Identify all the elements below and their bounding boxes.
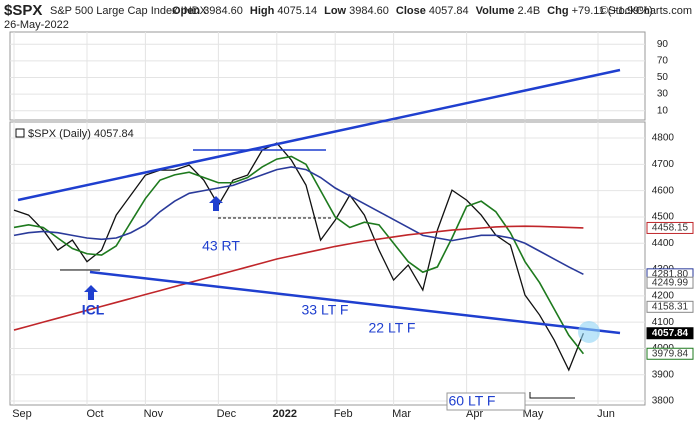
y-tick-label: 30 xyxy=(657,89,669,100)
stat-value: 3984.60 xyxy=(349,5,389,17)
stats: Open 3984.60 High 4075.14 Low 3984.60 Close 405… xyxy=(172,5,653,17)
stat-label: Close xyxy=(396,5,426,17)
y-tick-label: 4800 xyxy=(652,133,675,144)
price-label-box xyxy=(646,221,694,234)
price-label-box xyxy=(646,347,694,360)
legend-swatch xyxy=(15,128,25,138)
price-panel xyxy=(9,121,646,406)
x-tick-label: 2022 xyxy=(273,408,297,420)
annotation: 22 LT F xyxy=(369,320,416,336)
highlight xyxy=(578,321,600,343)
x-tick-label: May xyxy=(523,408,544,420)
price-label-box xyxy=(646,300,694,313)
y-tick-label: 4200 xyxy=(652,290,675,301)
y-tick-label: 4400 xyxy=(652,238,675,249)
indicator-panel xyxy=(9,31,646,121)
annotation: 33 LT F xyxy=(302,302,349,318)
y-tick-label: 50 xyxy=(657,72,669,83)
price-label-box xyxy=(646,276,694,289)
annotation: ICL xyxy=(82,302,105,318)
stat-value: 3984.60 xyxy=(203,5,243,17)
y-tick-label: 3900 xyxy=(652,369,675,380)
icl-arrow xyxy=(84,285,98,300)
upper-trendline xyxy=(17,68,621,202)
series-line xyxy=(13,142,585,372)
y-tick-label: 4600 xyxy=(652,185,675,196)
x-tick-label: Sep xyxy=(12,408,32,420)
price-label: 4057.84 xyxy=(652,328,689,339)
stat-label: Chg xyxy=(547,5,568,17)
stat-value: +79.11 (+1.99%) xyxy=(572,5,653,17)
stat-label: Open xyxy=(172,5,200,17)
annotation: 60 LT F xyxy=(449,393,496,409)
y-tick-label: 10 xyxy=(657,105,669,116)
x-tick-label: Mar xyxy=(392,408,411,420)
source: ©StockCharts.com xyxy=(600,5,692,17)
price-label-box xyxy=(646,327,694,340)
annotations: ICL 43 RT 33 LT F 22 LT F 60 LT F xyxy=(82,238,496,409)
y-tick-label: 4100 xyxy=(652,317,675,328)
stat-value: 2.4B xyxy=(518,5,541,17)
price-label: 3979.84 xyxy=(652,348,689,359)
stat-value: 4057.84 xyxy=(429,5,469,17)
y-tick-label: 3800 xyxy=(652,396,675,407)
date: 26-May-2022 xyxy=(4,19,69,31)
rt-arrow xyxy=(209,196,223,211)
price-label: 4158.31 xyxy=(652,301,689,312)
x-tick-label: Oct xyxy=(86,408,103,420)
price-label: 4281.80 xyxy=(652,269,689,280)
series-line xyxy=(13,155,585,355)
price-label: 4249.99 xyxy=(652,277,689,288)
price-label: 4458.15 xyxy=(652,223,689,234)
label-box xyxy=(446,392,526,411)
x-tick-label: Jun xyxy=(597,408,615,420)
stat-label: Low xyxy=(324,5,346,17)
stat-label: Volume xyxy=(476,5,515,17)
lower-trendline xyxy=(89,270,621,335)
stat-label: High xyxy=(250,5,275,17)
grid: 1030507090380039004000410042004300440045… xyxy=(10,32,674,420)
index-name: S&P 500 Large Cap Index INDX xyxy=(50,5,208,17)
series-line xyxy=(13,166,584,276)
symbol: $SPX xyxy=(4,2,42,19)
legend: $SPX (Daily) 4057.84 xyxy=(28,128,134,140)
low-bracket xyxy=(529,392,575,399)
x-tick-label: Nov xyxy=(144,408,164,420)
x-tick-label: Feb xyxy=(334,408,353,420)
stat-value: 4075.14 xyxy=(277,5,317,17)
y-tick-label: 4700 xyxy=(652,159,675,170)
y-tick-label: 70 xyxy=(657,56,669,67)
annotation: 43 RT xyxy=(202,238,240,254)
x-tick-label: Apr xyxy=(466,408,483,420)
y-tick-label: 4500 xyxy=(652,212,675,223)
x-tick-label: Dec xyxy=(217,408,237,420)
y-tick-label: 90 xyxy=(657,39,669,50)
series-line xyxy=(13,225,584,331)
